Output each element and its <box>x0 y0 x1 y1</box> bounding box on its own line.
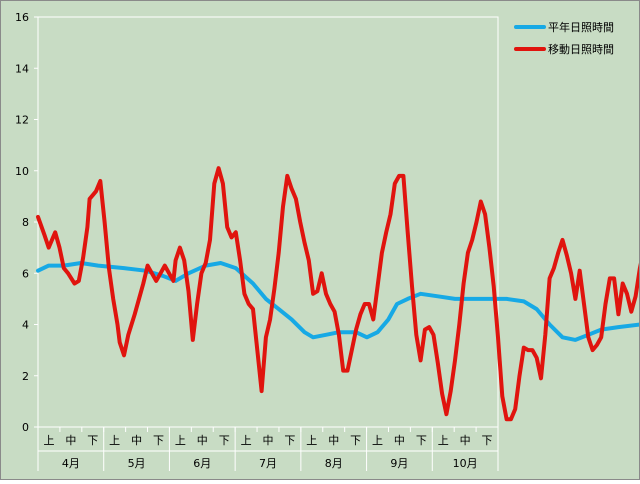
dekad-label: 上 <box>43 434 54 447</box>
dekad-label: 中 <box>328 434 339 447</box>
dekad-label: 上 <box>109 434 120 447</box>
y-tick-label: 0 <box>22 421 29 434</box>
dekad-label: 中 <box>65 434 76 447</box>
x-axis: 上中下4月上中下5月上中下6月上中下7月上中下8月上中下9月上中下10月 <box>37 427 499 471</box>
y-tick-label: 10 <box>15 165 29 178</box>
y-tick-label: 14 <box>15 62 29 75</box>
plot-area <box>37 16 499 428</box>
month-label: 6月 <box>193 457 211 470</box>
dekad-label: 下 <box>153 434 164 447</box>
month-label: 7月 <box>259 457 277 470</box>
dekad-label: 上 <box>175 434 186 447</box>
y-tick-label: 8 <box>22 216 29 229</box>
dekad-label: 下 <box>482 434 493 447</box>
dekad-label: 上 <box>241 434 252 447</box>
y-tick-label: 4 <box>22 319 29 332</box>
legend-label-1: 平年日照時間 <box>548 20 614 34</box>
dekad-label: 中 <box>263 434 274 447</box>
y-axis: 0 2 4 6 8 10 12 14 16 <box>15 11 38 434</box>
dekad-label: 中 <box>394 434 405 447</box>
dekad-label: 下 <box>284 434 295 447</box>
dekad-label: 下 <box>350 434 361 447</box>
dekad-label: 下 <box>87 434 98 447</box>
series-line-2 <box>36 166 640 422</box>
dekad-label: 上 <box>438 434 449 447</box>
month-label: 8月 <box>325 457 343 470</box>
y-tick-label: 6 <box>22 267 29 280</box>
dekad-label: 中 <box>131 434 142 447</box>
legend-label-2: 移動日照時間 <box>548 42 614 56</box>
y-tick-label: 2 <box>22 370 29 383</box>
dekad-label: 上 <box>306 434 317 447</box>
dekad-label: 中 <box>460 434 471 447</box>
month-label: 9月 <box>390 457 408 470</box>
dekad-label: 下 <box>416 434 427 447</box>
dekad-label: 下 <box>219 434 230 447</box>
month-label: 10月 <box>453 457 478 470</box>
dekad-label: 上 <box>372 434 383 447</box>
y-tick-label: 16 <box>15 11 29 24</box>
series-group <box>36 166 640 422</box>
y-tick-label: 12 <box>15 114 29 127</box>
dekad-label: 中 <box>197 434 208 447</box>
month-label: 4月 <box>62 457 80 470</box>
month-label: 5月 <box>128 457 146 470</box>
